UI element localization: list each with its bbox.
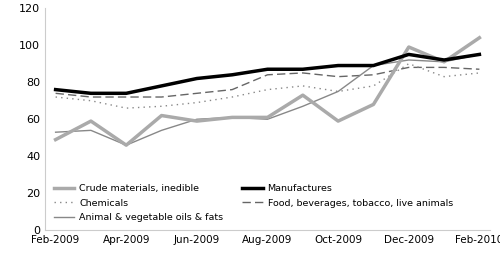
Legend: Crude materials, inedible, Chemicals, Animal & vegetable oils & fats, Manufactur: Crude materials, inedible, Chemicals, An… [50, 181, 456, 226]
